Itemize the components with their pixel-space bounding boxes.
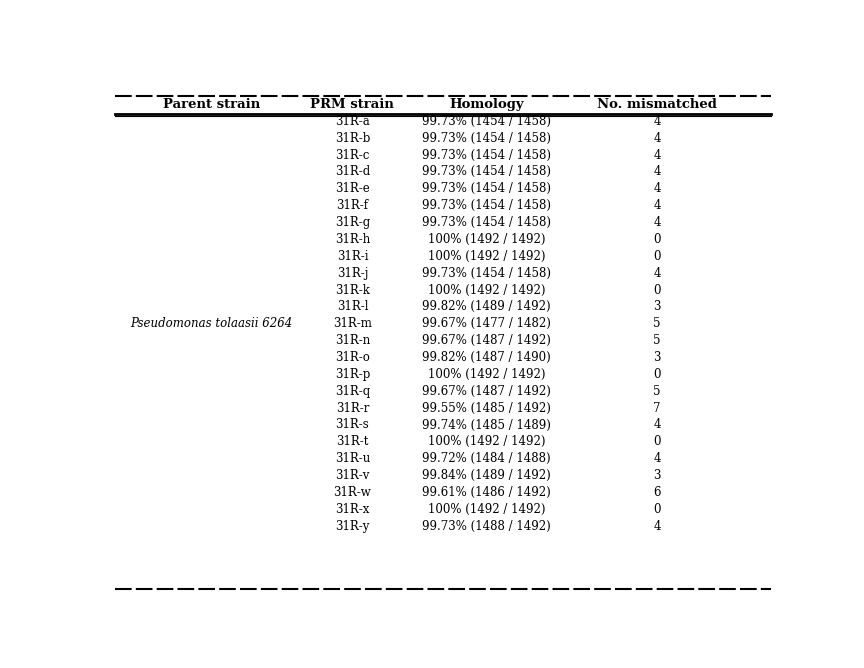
Text: 4: 4 bbox=[653, 452, 661, 465]
Text: 99.73% (1454 / 1458): 99.73% (1454 / 1458) bbox=[422, 115, 551, 128]
Text: 99.73% (1454 / 1458): 99.73% (1454 / 1458) bbox=[422, 132, 551, 145]
Text: 31R-a: 31R-a bbox=[335, 115, 370, 128]
Text: 3: 3 bbox=[653, 469, 661, 482]
Text: 99.73% (1488 / 1492): 99.73% (1488 / 1492) bbox=[422, 520, 550, 532]
Text: 99.73% (1454 / 1458): 99.73% (1454 / 1458) bbox=[422, 182, 551, 195]
Text: 0: 0 bbox=[653, 368, 661, 381]
Text: 31R-s: 31R-s bbox=[335, 418, 369, 432]
Text: 31R-m: 31R-m bbox=[333, 317, 372, 330]
Text: 99.73% (1454 / 1458): 99.73% (1454 / 1458) bbox=[422, 216, 551, 229]
Text: 99.84% (1489 / 1492): 99.84% (1489 / 1492) bbox=[422, 469, 550, 482]
Text: 5: 5 bbox=[653, 385, 661, 397]
Text: 31R-w: 31R-w bbox=[334, 486, 372, 499]
Text: 99.67% (1487 / 1492): 99.67% (1487 / 1492) bbox=[422, 334, 550, 347]
Text: 99.82% (1487 / 1490): 99.82% (1487 / 1490) bbox=[422, 351, 550, 364]
Text: 31R-o: 31R-o bbox=[335, 351, 370, 364]
Text: 4: 4 bbox=[653, 199, 661, 212]
Text: 4: 4 bbox=[653, 418, 661, 432]
Text: 99.73% (1454 / 1458): 99.73% (1454 / 1458) bbox=[422, 166, 551, 178]
Text: 99.55% (1485 / 1492): 99.55% (1485 / 1492) bbox=[422, 401, 550, 415]
Text: 31R-r: 31R-r bbox=[336, 401, 369, 415]
Text: 99.73% (1454 / 1458): 99.73% (1454 / 1458) bbox=[422, 267, 551, 280]
Text: 31R-l: 31R-l bbox=[337, 301, 368, 313]
Text: Pseudomonas tolaasii 6264: Pseudomonas tolaasii 6264 bbox=[130, 317, 293, 330]
Text: Homology: Homology bbox=[449, 98, 524, 111]
Text: 0: 0 bbox=[653, 283, 661, 297]
Text: 31R-g: 31R-g bbox=[334, 216, 370, 229]
Text: 99.67% (1487 / 1492): 99.67% (1487 / 1492) bbox=[422, 385, 550, 397]
Text: 100% (1492 / 1492): 100% (1492 / 1492) bbox=[428, 436, 545, 448]
Text: 4: 4 bbox=[653, 520, 661, 532]
Text: 31R-d: 31R-d bbox=[334, 166, 370, 178]
Text: 99.72% (1484 / 1488): 99.72% (1484 / 1488) bbox=[422, 452, 550, 465]
Text: 31R-v: 31R-v bbox=[335, 469, 370, 482]
Text: 4: 4 bbox=[653, 267, 661, 280]
Text: 31R-e: 31R-e bbox=[335, 182, 370, 195]
Text: 4: 4 bbox=[653, 182, 661, 195]
Text: 31R-q: 31R-q bbox=[334, 385, 370, 397]
Text: 7: 7 bbox=[653, 401, 661, 415]
Text: 99.73% (1454 / 1458): 99.73% (1454 / 1458) bbox=[422, 199, 551, 212]
Text: 100% (1492 / 1492): 100% (1492 / 1492) bbox=[428, 283, 545, 297]
Text: 0: 0 bbox=[653, 250, 661, 263]
Text: 3: 3 bbox=[653, 351, 661, 364]
Text: 31R-i: 31R-i bbox=[337, 250, 368, 263]
Text: 99.82% (1489 / 1492): 99.82% (1489 / 1492) bbox=[422, 301, 550, 313]
Text: 31R-t: 31R-t bbox=[336, 436, 369, 448]
Text: 5: 5 bbox=[653, 317, 661, 330]
Text: 99.67% (1477 / 1482): 99.67% (1477 / 1482) bbox=[422, 317, 550, 330]
Text: 31R-f: 31R-f bbox=[336, 199, 368, 212]
Text: 5: 5 bbox=[653, 334, 661, 347]
Text: 0: 0 bbox=[653, 503, 661, 516]
Text: 3: 3 bbox=[653, 301, 661, 313]
Text: 100% (1492 / 1492): 100% (1492 / 1492) bbox=[428, 503, 545, 516]
Text: 0: 0 bbox=[653, 233, 661, 246]
Text: 99.61% (1486 / 1492): 99.61% (1486 / 1492) bbox=[422, 486, 550, 499]
Text: 31R-b: 31R-b bbox=[334, 132, 370, 145]
Text: 4: 4 bbox=[653, 148, 661, 162]
Text: No. mismatched: No. mismatched bbox=[597, 98, 717, 111]
Text: 4: 4 bbox=[653, 132, 661, 145]
Text: 100% (1492 / 1492): 100% (1492 / 1492) bbox=[428, 368, 545, 381]
Text: 31R-j: 31R-j bbox=[337, 267, 368, 280]
Text: 100% (1492 / 1492): 100% (1492 / 1492) bbox=[428, 250, 545, 263]
Text: 99.74% (1485 / 1489): 99.74% (1485 / 1489) bbox=[422, 418, 550, 432]
Text: 31R-h: 31R-h bbox=[334, 233, 370, 246]
Text: 31R-p: 31R-p bbox=[334, 368, 370, 381]
Text: 31R-k: 31R-k bbox=[335, 283, 370, 297]
Text: 31R-x: 31R-x bbox=[335, 503, 370, 516]
Text: 4: 4 bbox=[653, 115, 661, 128]
Text: 31R-n: 31R-n bbox=[334, 334, 370, 347]
Text: 6: 6 bbox=[653, 486, 661, 499]
Text: 100% (1492 / 1492): 100% (1492 / 1492) bbox=[428, 233, 545, 246]
Text: 0: 0 bbox=[653, 436, 661, 448]
Text: 99.73% (1454 / 1458): 99.73% (1454 / 1458) bbox=[422, 148, 551, 162]
Text: 4: 4 bbox=[653, 166, 661, 178]
Text: Parent strain: Parent strain bbox=[163, 98, 260, 111]
Text: 4: 4 bbox=[653, 216, 661, 229]
Text: 31R-y: 31R-y bbox=[335, 520, 370, 532]
Text: 31R-u: 31R-u bbox=[334, 452, 370, 465]
Text: PRM strain: PRM strain bbox=[310, 98, 394, 111]
Text: 31R-c: 31R-c bbox=[335, 148, 370, 162]
